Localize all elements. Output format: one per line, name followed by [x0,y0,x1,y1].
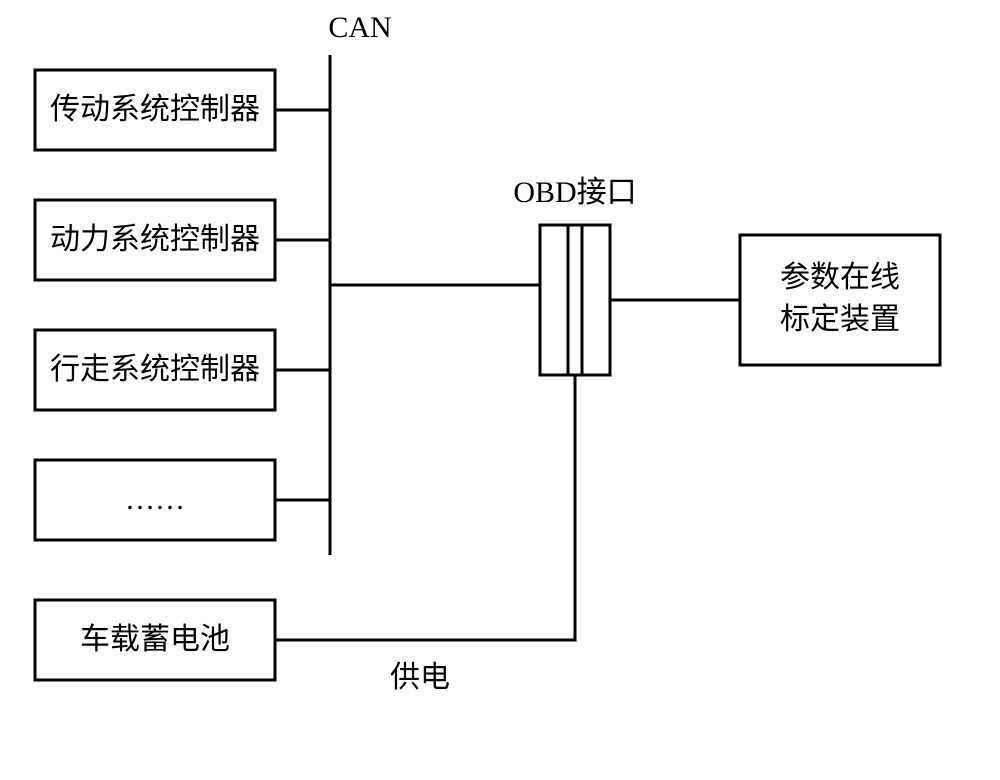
svg-text:动力系统控制器: 动力系统控制器 [50,223,260,256]
node-dev: 参数在线标定装置 [740,235,940,365]
svg-text:传动系统控制器: 传动系统控制器 [50,93,260,126]
edge-battery-to-obd: 供电 [275,375,575,694]
node-n5: 车载蓄电池 [35,600,275,680]
node-n1: 传动系统控制器 [35,70,275,150]
node-n2: 动力系统控制器 [35,200,275,280]
svg-text:参数在线: 参数在线 [780,261,900,294]
can-bus: CAN [328,11,391,555]
svg-text:OBD接口: OBD接口 [513,176,636,209]
node-n3: 行走系统控制器 [35,330,275,410]
svg-text:车载蓄电池: 车载蓄电池 [80,623,230,656]
svg-text:供电: 供电 [390,661,450,694]
obd-connector: OBD接口 [513,176,636,375]
svg-text:行走系统控制器: 行走系统控制器 [50,353,260,386]
node-n4: …… [35,460,275,540]
svg-text:标定装置: 标定装置 [780,303,900,336]
svg-text:CAN: CAN [328,11,391,44]
svg-text:……: …… [125,483,185,516]
